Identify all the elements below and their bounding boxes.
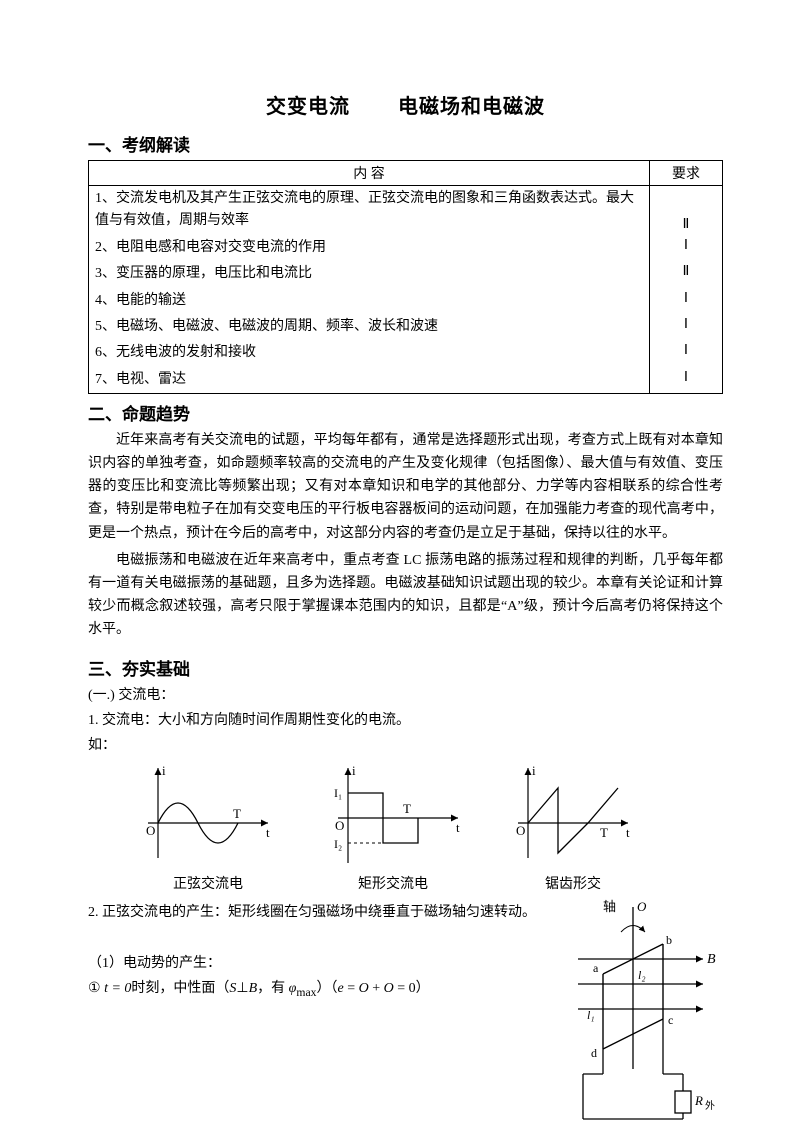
- origin-label: O: [516, 823, 525, 838]
- table-cell-req: Ⅱ: [650, 186, 723, 235]
- formula-prefix: ①: [88, 981, 101, 996]
- l1-label: l₁: [587, 1008, 595, 1022]
- foundation-item-2: 2. 正弦交流电的产生：矩形线圈在匀强磁场中绕垂直于磁场轴匀速转动。: [88, 901, 543, 924]
- period-label: T: [403, 801, 411, 816]
- axis-label-i: i: [162, 763, 166, 778]
- generator-diagram-svg: 轴 O B a b c d l₁ l₂ R 外: [543, 899, 723, 1129]
- sine-chart-caption: 正弦交流电: [138, 873, 278, 893]
- table-row: 3、变压器的原理，电压比和电流比 Ⅱ: [89, 261, 723, 287]
- origin-label: O: [146, 823, 155, 838]
- sine-chart-svg: i t O T: [138, 763, 278, 873]
- node-c: c: [668, 1013, 673, 1027]
- generator-section: 2. 正弦交流电的产生：矩形线圈在匀强磁场中绕垂直于磁场轴匀速转动。 （1）电动…: [88, 899, 723, 1129]
- sawtooth-chart: i t O T 锯齿形交: [508, 763, 638, 893]
- table-cell-content: 4、电能的输送: [89, 288, 650, 314]
- table-header-req: 要求: [650, 161, 723, 186]
- table-cell-content: 2、电阻电感和电容对交变电流的作用: [89, 235, 650, 261]
- o-label: O: [637, 899, 647, 914]
- node-d: d: [591, 1046, 597, 1060]
- table-cell-content: 5、电磁场、电磁波、电磁波的周期、频率、波长和波速: [89, 314, 650, 340]
- origin-label: O: [335, 818, 344, 833]
- section-heading-3: 三、夯实基础: [88, 655, 723, 680]
- table-row: 2、电阻电感和电容对交变电流的作用 Ⅰ: [89, 235, 723, 261]
- foundation-item-2c: ① t = 0时刻，中性面（S⊥B，有 φmax）（e = O + O = 0）: [88, 977, 543, 1002]
- sine-chart: i t O T 正弦交流电: [138, 763, 278, 893]
- r-sub-label: 外: [705, 1100, 715, 1112]
- table-row: 6、无线电波的发射和接收 Ⅰ: [89, 340, 723, 366]
- sawtooth-chart-caption: 锯齿形交: [508, 873, 638, 893]
- table-header-row: 内 容 要求: [89, 161, 723, 186]
- table-row: 4、电能的输送 Ⅰ: [89, 288, 723, 314]
- section-heading-2: 二、命题趋势: [88, 400, 723, 425]
- square-chart-caption: 矩形交流电: [318, 873, 468, 893]
- title-part-1: 交变电流: [266, 96, 350, 118]
- title-part-2: 电磁场和电磁波: [398, 96, 545, 118]
- axis-label-t: t: [626, 825, 630, 840]
- table-cell-req: Ⅰ: [650, 367, 723, 394]
- table-row: 5、电磁场、电磁波、电磁波的周期、频率、波长和波速 Ⅰ: [89, 314, 723, 340]
- trend-paragraph-2: 电磁振荡和电磁波在近年来高考中，重点考查 LC 振荡电路的振荡过程和规律的判断，…: [88, 549, 723, 641]
- table-cell-req: Ⅱ: [650, 261, 723, 287]
- section-heading-1: 一、考纲解读: [88, 131, 723, 156]
- square-chart: i t O I₁ I₂ T 矩形交流电: [318, 763, 468, 893]
- page-title: 交变电流 电磁场和电磁波: [88, 90, 723, 119]
- table-cell-req: Ⅰ: [650, 288, 723, 314]
- l2-label: l₂: [638, 968, 646, 982]
- i1-label: I₁: [334, 786, 342, 800]
- waveform-charts-row: i t O T 正弦交流电: [138, 763, 723, 893]
- table-header-content: 内 容: [89, 161, 650, 186]
- foundation-item-1: 1. 交流电：大小和方向随时间作周期性变化的电流。: [88, 709, 723, 732]
- table-cell-content: 7、电视、雷达: [89, 367, 650, 394]
- table-cell-req: Ⅰ: [650, 235, 723, 261]
- foundation-heading: (一.) 交流电：: [88, 684, 723, 707]
- axis-label-t: t: [266, 825, 270, 840]
- generator-diagram: 轴 O B a b c d l₁ l₂ R 外: [543, 899, 723, 1129]
- document-page: 交变电流 电磁场和电磁波 一、考纲解读 内 容 要求 1、交流发电机及其产生正弦…: [0, 0, 793, 1122]
- sawtooth-chart-svg: i t O T: [508, 763, 638, 873]
- table-cell-req: Ⅰ: [650, 340, 723, 366]
- square-chart-svg: i t O I₁ I₂ T: [318, 763, 468, 873]
- period-label: T: [600, 825, 608, 840]
- r-label: R: [694, 1093, 703, 1108]
- trend-paragraph-1: 近年来高考有关交流电的试题，平均每年都有，通常是选择题形式出现，考查方式上既有对…: [88, 429, 723, 544]
- i2-label: I₂: [334, 837, 342, 851]
- table-cell-content: 3、变压器的原理，电压比和电流比: [89, 261, 650, 287]
- requirements-table: 内 容 要求 1、交流发电机及其产生正弦交流电的原理、正弦交流电的图象和三角函数…: [88, 160, 723, 394]
- table-cell-content: 6、无线电波的发射和接收: [89, 340, 650, 366]
- axis-label-t: t: [456, 820, 460, 835]
- table-cell-req: Ⅰ: [650, 314, 723, 340]
- b-field-label: B: [707, 952, 716, 967]
- foundation-item-2b: （1）电动势的产生：: [88, 952, 543, 975]
- node-a: a: [593, 961, 599, 975]
- period-label: T: [233, 806, 241, 821]
- table-cell-content: 1、交流发电机及其产生正弦交流电的原理、正弦交流电的图象和三角函数表达式。最大值…: [89, 186, 650, 235]
- axis-label: 轴: [603, 899, 616, 914]
- table-row: 1、交流发电机及其产生正弦交流电的原理、正弦交流电的图象和三角函数表达式。最大值…: [89, 186, 723, 235]
- node-b: b: [666, 933, 672, 947]
- foundation-item-1-note: 如：: [88, 734, 723, 757]
- axis-label-i: i: [352, 763, 356, 778]
- axis-label-i: i: [532, 763, 536, 778]
- table-row: 7、电视、雷达 Ⅰ: [89, 367, 723, 394]
